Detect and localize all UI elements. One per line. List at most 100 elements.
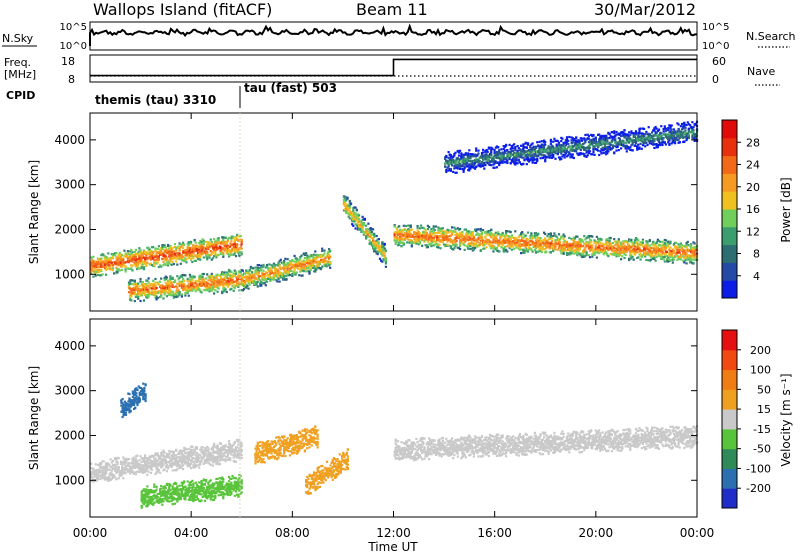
echo-cell (634, 247, 638, 250)
echo-cell (424, 229, 427, 232)
echo-cell (594, 247, 597, 250)
echo-cell (345, 205, 348, 209)
echo-cell (534, 239, 538, 242)
echo-cell (672, 242, 676, 246)
echo-cell (424, 238, 427, 241)
echo-cell (541, 242, 544, 245)
echo-cell (607, 246, 610, 249)
echo-cell (132, 287, 135, 290)
echo-cell (226, 252, 229, 256)
echo-cell (175, 285, 178, 288)
echo-cell (321, 247, 324, 250)
echo-cell (241, 269, 244, 272)
echo-cell (380, 252, 383, 255)
echo-cell (306, 262, 309, 265)
echo-cell (202, 243, 205, 246)
echo-cell (502, 145, 505, 148)
echo-cell (544, 243, 547, 246)
echo-cell (493, 162, 496, 165)
echo-cell (449, 162, 452, 166)
echo-cell (329, 255, 332, 258)
echo-cell (615, 247, 618, 250)
echo-cell (647, 253, 650, 256)
echo-cell (584, 249, 587, 252)
echo-cell (287, 264, 290, 267)
echo-cell (486, 161, 489, 165)
echo-cell (649, 258, 653, 261)
echo-cell (438, 227, 441, 230)
echo-cell (608, 239, 611, 242)
echo-cell (618, 253, 621, 256)
echo-cell (408, 235, 411, 238)
echo-cell (503, 241, 507, 245)
echo-cell (372, 228, 375, 231)
echo-cell (409, 225, 412, 229)
echo-cell (482, 148, 485, 151)
echo-cell (177, 278, 180, 281)
echo-cell (250, 276, 254, 279)
echo-cell (670, 253, 673, 256)
echo-cell (208, 284, 211, 287)
echo-cell (495, 246, 498, 250)
echo-cell (590, 247, 593, 250)
echo-cell (193, 286, 196, 289)
echo-cell (383, 242, 386, 245)
echo-cell (322, 260, 325, 263)
echo-cell (298, 259, 301, 262)
echo-cell (380, 246, 383, 249)
echo-cell (295, 259, 298, 262)
echo-cell (238, 247, 241, 250)
echo-cell (194, 241, 197, 244)
echo-cell (431, 241, 434, 244)
echo-cell (139, 259, 142, 263)
echo-cell (530, 143, 533, 146)
echo-cell (488, 163, 492, 166)
echo-cell (356, 226, 360, 229)
echo-cell (146, 284, 149, 287)
echo-cell (539, 248, 542, 251)
echo-cell (426, 235, 429, 239)
echo-cell (421, 239, 424, 242)
echo-cell (352, 207, 355, 210)
echo-cell (513, 156, 516, 159)
echo-cell (639, 258, 642, 261)
echo-cell (454, 228, 457, 231)
echo-cell (233, 247, 236, 250)
echo-cell (374, 247, 377, 250)
echo-cell (190, 286, 193, 289)
beam-title: Beam 11 (356, 0, 428, 19)
echo-cell (459, 162, 462, 165)
echo-cell (647, 248, 650, 251)
echo-cell (224, 288, 227, 291)
echo-cell (470, 242, 473, 245)
echo-cell (606, 252, 609, 256)
echo-cell (425, 231, 428, 235)
echo-cell (467, 152, 470, 155)
echo-cell (262, 278, 265, 282)
echo-cell (186, 279, 189, 282)
echo-cell (637, 247, 640, 250)
echo-cell (490, 152, 493, 155)
echo-cell (683, 256, 686, 259)
echo-cell (654, 252, 657, 255)
echo-cell (631, 255, 634, 259)
echo-cell (399, 239, 402, 242)
echo-cell (503, 245, 507, 248)
echo-cell (406, 235, 409, 238)
echo-cell (575, 235, 578, 238)
echo-cell (641, 249, 644, 252)
echo-cell (268, 270, 271, 273)
echo-cell (202, 247, 205, 250)
echo-cell (639, 249, 642, 252)
echo-cell (463, 240, 466, 244)
echo-cell (415, 237, 418, 241)
echo-cell (354, 218, 357, 221)
echo-cell (201, 248, 204, 252)
echo-cell (647, 250, 650, 254)
echo-cell (148, 248, 151, 251)
echo-cell (311, 262, 315, 265)
echo-cell (421, 237, 424, 240)
echo-cell (185, 288, 188, 291)
echo-cell (182, 241, 185, 244)
echo-cell (194, 279, 197, 282)
